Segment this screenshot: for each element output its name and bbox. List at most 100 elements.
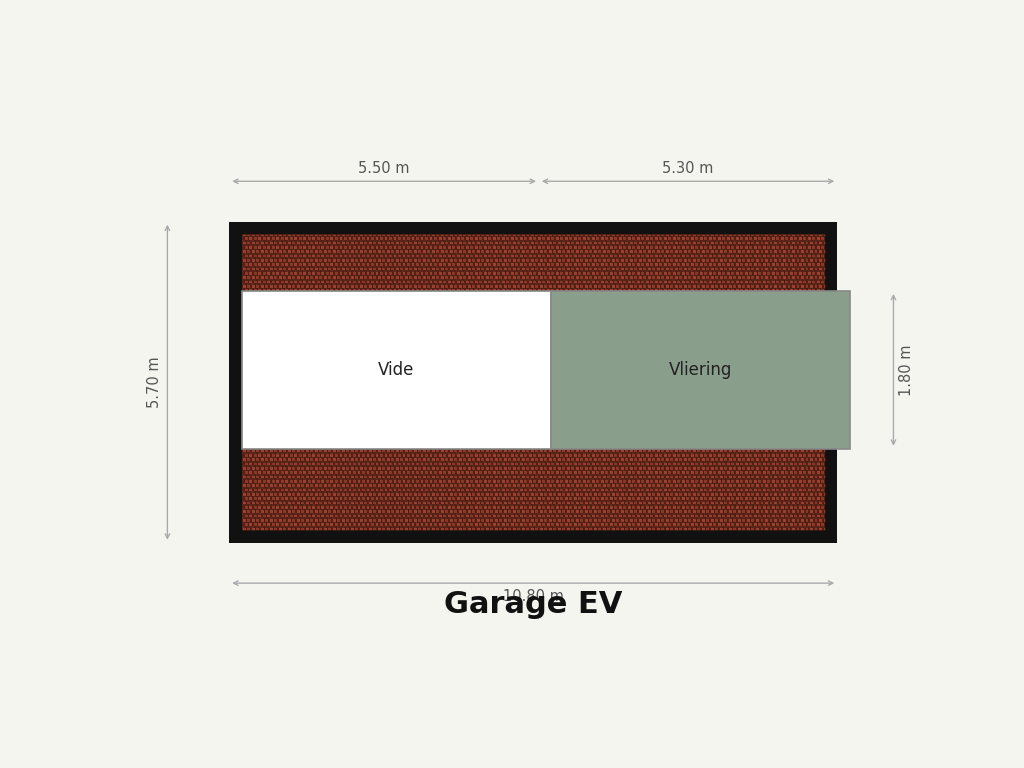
Bar: [435, 475, 439, 478]
Bar: [257, 505, 261, 508]
Bar: [749, 237, 753, 240]
Bar: [379, 496, 383, 500]
Bar: [794, 288, 798, 292]
Bar: [820, 496, 824, 500]
Bar: [409, 249, 413, 253]
Bar: [415, 514, 419, 517]
Bar: [285, 253, 289, 257]
Bar: [494, 310, 498, 313]
Bar: [484, 388, 488, 392]
Bar: [597, 449, 601, 452]
Bar: [352, 323, 356, 326]
Bar: [478, 444, 482, 448]
Bar: [242, 336, 246, 339]
Bar: [449, 371, 453, 374]
Bar: [532, 332, 536, 335]
Bar: [604, 401, 608, 405]
Bar: [737, 319, 741, 323]
Bar: [775, 358, 779, 361]
Bar: [663, 453, 667, 456]
Bar: [339, 427, 342, 431]
Bar: [283, 396, 286, 400]
Bar: [341, 501, 345, 505]
Bar: [499, 379, 503, 383]
Bar: [636, 262, 640, 266]
Bar: [518, 262, 522, 266]
Bar: [721, 409, 725, 413]
Bar: [708, 262, 712, 266]
Bar: [613, 297, 617, 300]
Bar: [476, 327, 480, 331]
Bar: [273, 414, 278, 418]
Bar: [561, 483, 565, 487]
Bar: [302, 366, 306, 370]
Bar: [701, 345, 705, 348]
Bar: [665, 379, 669, 383]
Bar: [717, 462, 721, 465]
Bar: [701, 449, 705, 452]
Bar: [275, 253, 280, 257]
Bar: [625, 275, 629, 279]
Bar: [818, 240, 822, 244]
Bar: [593, 440, 597, 444]
Bar: [246, 327, 250, 331]
Bar: [634, 483, 637, 487]
Bar: [701, 293, 705, 296]
Bar: [627, 366, 631, 370]
Bar: [505, 462, 509, 465]
Bar: [289, 245, 293, 249]
Bar: [384, 401, 387, 405]
Bar: [726, 237, 730, 240]
Bar: [741, 509, 745, 513]
Bar: [568, 349, 572, 353]
Bar: [377, 362, 381, 366]
Bar: [356, 392, 360, 396]
Bar: [403, 527, 408, 530]
Bar: [325, 340, 329, 344]
Bar: [309, 240, 313, 244]
Bar: [476, 319, 480, 323]
Bar: [323, 475, 327, 478]
Bar: [535, 336, 539, 339]
Bar: [692, 475, 696, 478]
Bar: [505, 488, 509, 492]
Bar: [578, 280, 581, 283]
Bar: [397, 366, 401, 370]
Bar: [454, 362, 458, 366]
Bar: [395, 501, 398, 505]
Bar: [634, 249, 637, 253]
Bar: [492, 383, 496, 387]
Bar: [435, 388, 439, 392]
Bar: [366, 271, 370, 274]
Bar: [469, 409, 473, 413]
Bar: [458, 249, 462, 253]
Bar: [283, 501, 286, 505]
Bar: [316, 288, 319, 292]
Bar: [444, 319, 449, 323]
Bar: [323, 379, 327, 383]
Bar: [366, 375, 370, 379]
Bar: [580, 414, 584, 418]
Bar: [242, 345, 246, 348]
Bar: [719, 483, 723, 487]
Bar: [672, 488, 676, 492]
Bar: [480, 509, 484, 513]
Bar: [762, 245, 766, 249]
Bar: [640, 314, 644, 318]
Bar: [755, 466, 759, 469]
Bar: [807, 332, 811, 335]
Bar: [649, 306, 653, 310]
Bar: [494, 501, 498, 505]
Bar: [242, 501, 246, 505]
Bar: [782, 466, 786, 469]
Bar: [471, 293, 475, 296]
Bar: [458, 336, 462, 339]
Bar: [251, 466, 255, 469]
Bar: [629, 301, 633, 305]
Bar: [361, 435, 365, 439]
Bar: [343, 383, 347, 387]
Bar: [779, 444, 783, 448]
Bar: [681, 505, 685, 508]
Bar: [788, 453, 793, 456]
Bar: [285, 522, 289, 526]
